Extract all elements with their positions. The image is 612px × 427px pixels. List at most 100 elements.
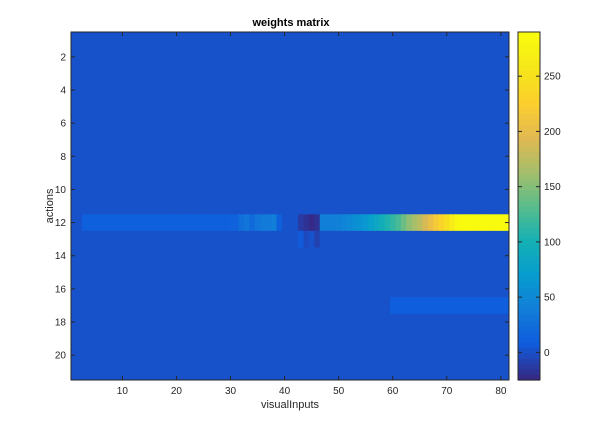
heatmap-cell (265, 214, 272, 231)
chart-title: weights matrix (251, 17, 330, 29)
heatmap-cell (249, 214, 256, 231)
x-tick-label: 40 (279, 386, 291, 397)
heatmap-cell (238, 214, 245, 231)
colorbar-segment (518, 97, 540, 104)
heatmap-cell (157, 214, 164, 231)
heatmap-cell (217, 214, 224, 231)
x-tick-label: 50 (333, 386, 345, 397)
colorbar-segment (518, 206, 540, 213)
colorbar-segment (518, 303, 540, 310)
heatmap-cell (108, 214, 115, 231)
plot-frame (70, 31, 510, 381)
colorbar-segment (518, 216, 540, 223)
colorbar-segment (518, 108, 540, 115)
colorbar-segment (518, 189, 540, 196)
y-tick-label: 20 (55, 351, 67, 362)
heatmap-cell (357, 214, 364, 231)
colorbar-tick-label: 100 (544, 237, 561, 248)
heatmap-cell (384, 214, 391, 231)
colorbar-segment (518, 254, 540, 261)
heatmap-cell (271, 214, 278, 231)
y-tick-label: 8 (60, 152, 66, 163)
y-axis-label: actions (44, 188, 56, 223)
colorbar-segment (518, 119, 540, 126)
heatmap-cell (325, 214, 332, 231)
heatmap-cell (390, 214, 397, 231)
colorbar-segment (518, 151, 540, 158)
heatmap-cell (152, 214, 159, 231)
heatmap-cell (189, 214, 196, 231)
heatmap-cell (125, 214, 132, 231)
x-tick-label: 60 (387, 386, 399, 397)
heatmap-cell (444, 214, 451, 231)
heatmap-background (71, 32, 509, 380)
colorbar-segment (518, 146, 540, 153)
heatmap-cell (141, 214, 148, 231)
colorbar-segment (518, 167, 540, 174)
heatmap-cell (319, 214, 326, 231)
colorbar-segment (518, 86, 540, 93)
heatmap-cell (454, 214, 461, 231)
heatmap-cell (114, 214, 121, 231)
heatmap-cell (276, 214, 283, 231)
y-tick-label: 18 (55, 318, 67, 329)
colorbar-segment (518, 293, 540, 300)
heatmap-cell (433, 214, 440, 231)
heatmap-cell (352, 214, 359, 231)
heatmap-cell (476, 214, 483, 231)
heatmap-cell (179, 214, 186, 231)
x-tick-label: 20 (171, 386, 183, 397)
y-tick-label: 4 (60, 86, 66, 97)
heatmap-cell (400, 214, 407, 231)
heatmap-cell (195, 214, 202, 231)
heatmap-cell (98, 214, 105, 231)
heatmap-cell (244, 214, 251, 231)
colorbar-tick-label: 150 (544, 182, 561, 193)
heatmap-cell (200, 214, 207, 231)
x-axis-label: visualInputs (261, 399, 320, 411)
colorbar-segment (518, 80, 540, 87)
colorbar-segment (518, 238, 540, 245)
heatmap-cell (162, 214, 169, 231)
y-axis: 2 4 6 8 10 12 14 16 18 20 (55, 52, 509, 362)
heatmap-cell (81, 214, 88, 231)
colorbar-segment (518, 369, 540, 376)
colorbar-segment (518, 298, 540, 305)
colorbar-segment (518, 314, 540, 321)
heatmap-cell (227, 214, 234, 231)
heatmap-cell (184, 214, 191, 231)
colorbar-segment (518, 140, 540, 147)
y-tick-label: 12 (55, 218, 67, 229)
colorbar-segment (518, 64, 540, 71)
colorbar-segment (518, 157, 540, 164)
colorbar-segment (518, 244, 540, 251)
colorbar-segment (518, 75, 540, 82)
colorbar-segment (518, 287, 540, 294)
heatmap-cell (308, 214, 315, 231)
colorbar-segment (518, 336, 540, 343)
heatmap-cell (406, 214, 413, 231)
heatmap-cell (487, 214, 494, 231)
heatmap-cell (260, 214, 267, 231)
heatmap-cell (363, 214, 370, 231)
heatmap-cell (417, 214, 424, 231)
colorbar-segment (518, 374, 540, 381)
heatmap-cell (422, 214, 429, 231)
heatmap-cell (471, 214, 478, 231)
colorbar-segment (518, 233, 540, 240)
heatmap-cell (438, 214, 445, 231)
colorbar-segment (518, 200, 540, 207)
y-tick-label: 14 (55, 251, 67, 262)
heatmap-cell (281, 214, 288, 231)
x-axis: 10 20 30 40 50 60 70 80 (117, 32, 507, 397)
x-tick-label: 30 (225, 386, 237, 397)
colorbar-segment (518, 265, 540, 272)
heatmap-cell (233, 214, 240, 231)
colorbar-segment (518, 37, 540, 44)
heatmap-cell (298, 214, 305, 231)
colorbar-segment (518, 341, 540, 348)
heatmap-cell (146, 214, 153, 231)
heatmap-cell (373, 214, 380, 231)
colorbar-segment (518, 129, 540, 136)
heatmap-cell (87, 214, 94, 231)
